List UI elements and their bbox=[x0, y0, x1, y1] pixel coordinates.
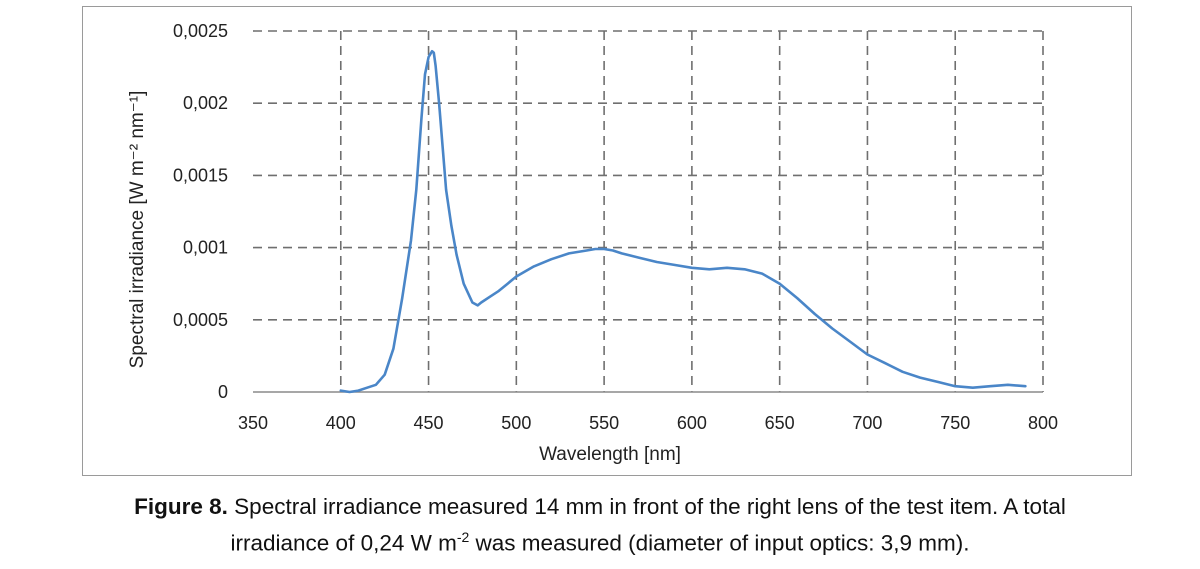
figure-caption: Figure 8. Spectral irradiance measured 1… bbox=[0, 492, 1200, 559]
caption-text-1: Spectral irradiance measured 14 mm in fr… bbox=[227, 494, 1066, 519]
caption-line-2: irradiance of 0,24 W m-2 was measured (d… bbox=[0, 522, 1200, 559]
caption-text-2b: was measured (diameter of input optics: … bbox=[469, 530, 970, 556]
x-tick-label: 350 bbox=[238, 413, 268, 433]
series-line bbox=[339, 49, 1027, 394]
caption-superscript: -2 bbox=[456, 529, 470, 545]
x-tick-label: 400 bbox=[326, 413, 356, 433]
x-tick-label: 800 bbox=[1028, 413, 1058, 433]
x-tick-label: 750 bbox=[940, 413, 970, 433]
spectral-irradiance-chart: 0 0,0005 0,001 0,0015 0,002 0,0025 350 400 450 50… bbox=[127, 21, 1058, 465]
caption-line-1: Figure 8. Spectral irradiance measured 1… bbox=[0, 492, 1200, 522]
x-tick-label: 700 bbox=[852, 413, 882, 433]
y-tick-label: 0,002 bbox=[183, 93, 228, 113]
y-tick-label: 0 bbox=[218, 382, 228, 402]
y-tick-label: 0,0015 bbox=[173, 165, 228, 185]
x-tick-label: 450 bbox=[414, 413, 444, 433]
y-axis-title: Spectral irradiance [W m⁻² nm⁻¹] bbox=[127, 91, 148, 369]
x-axis-title: Wavelength [nm] bbox=[539, 444, 681, 465]
y-tick-label: 0,0005 bbox=[173, 310, 228, 330]
x-tick-label: 600 bbox=[677, 413, 707, 433]
x-tick-label: 500 bbox=[501, 413, 531, 433]
chart-frame bbox=[82, 6, 1132, 476]
x-tick-label: 650 bbox=[765, 413, 795, 433]
x-tick-label: 550 bbox=[589, 413, 619, 433]
caption-text-2a: irradiance of 0,24 W m bbox=[230, 530, 457, 556]
caption-label: Figure 8. bbox=[134, 494, 228, 519]
y-tick-label: 0,001 bbox=[183, 238, 228, 258]
y-tick-label: 0,0025 bbox=[173, 21, 228, 41]
